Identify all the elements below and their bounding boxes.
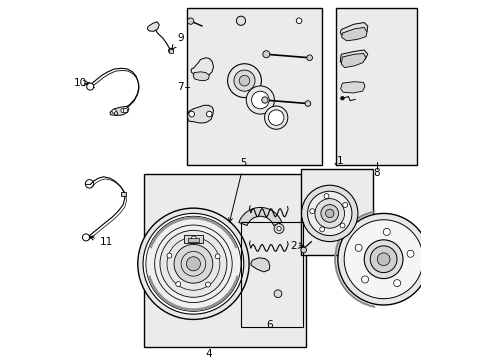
Circle shape: [296, 18, 301, 23]
Text: 8: 8: [372, 168, 379, 178]
Bar: [188, 238, 198, 242]
Circle shape: [340, 96, 344, 100]
Circle shape: [191, 236, 196, 241]
Circle shape: [306, 55, 312, 60]
Circle shape: [309, 209, 314, 213]
Circle shape: [342, 203, 347, 207]
Bar: [144, 174, 305, 347]
Circle shape: [361, 276, 368, 283]
Circle shape: [325, 209, 333, 218]
Text: 10: 10: [74, 78, 87, 88]
Circle shape: [319, 227, 324, 232]
Circle shape: [188, 111, 194, 117]
Circle shape: [187, 18, 193, 24]
Circle shape: [86, 83, 94, 90]
Circle shape: [160, 230, 226, 297]
Text: 11: 11: [89, 236, 113, 247]
Bar: [335, 8, 416, 165]
Circle shape: [251, 91, 268, 109]
Circle shape: [114, 112, 118, 115]
Polygon shape: [341, 27, 366, 41]
Circle shape: [261, 97, 267, 103]
Circle shape: [246, 86, 274, 114]
Circle shape: [236, 16, 245, 25]
Circle shape: [264, 106, 287, 129]
Circle shape: [393, 280, 400, 287]
Polygon shape: [250, 258, 269, 272]
Circle shape: [339, 223, 345, 228]
Circle shape: [82, 234, 89, 241]
Circle shape: [268, 110, 284, 125]
Text: 3: 3: [0, 359, 1, 360]
Circle shape: [300, 247, 306, 253]
Circle shape: [344, 220, 422, 299]
Circle shape: [239, 75, 249, 86]
Circle shape: [174, 244, 212, 283]
Circle shape: [320, 204, 338, 222]
Circle shape: [145, 216, 241, 311]
Circle shape: [112, 109, 116, 113]
Text: 7: 7: [177, 82, 183, 92]
Bar: [300, 169, 372, 255]
Circle shape: [406, 250, 413, 257]
Polygon shape: [340, 82, 364, 93]
Circle shape: [354, 244, 362, 251]
Text: 5: 5: [228, 158, 246, 222]
Circle shape: [166, 253, 172, 258]
Bar: [169, 49, 173, 53]
Polygon shape: [187, 105, 213, 123]
Circle shape: [205, 282, 210, 287]
Circle shape: [305, 101, 310, 106]
Circle shape: [274, 224, 284, 234]
Bar: [120, 192, 126, 196]
Text: 4: 4: [205, 348, 212, 359]
Circle shape: [364, 240, 402, 279]
Circle shape: [233, 70, 255, 91]
Bar: [241, 221, 302, 327]
Polygon shape: [340, 23, 367, 37]
Circle shape: [301, 185, 357, 242]
Polygon shape: [193, 72, 209, 81]
Circle shape: [206, 111, 212, 117]
Circle shape: [143, 213, 244, 314]
Polygon shape: [110, 106, 129, 116]
Text: 6: 6: [265, 320, 272, 330]
Polygon shape: [341, 54, 366, 68]
Circle shape: [168, 48, 173, 53]
Circle shape: [383, 228, 389, 235]
Bar: [183, 235, 203, 243]
Circle shape: [121, 108, 125, 113]
Circle shape: [314, 199, 344, 228]
Text: 9: 9: [172, 33, 183, 49]
Circle shape: [215, 254, 220, 259]
Circle shape: [324, 194, 328, 199]
Circle shape: [377, 253, 389, 266]
Polygon shape: [191, 58, 213, 76]
Text: 1: 1: [336, 156, 343, 166]
Circle shape: [262, 51, 269, 58]
Circle shape: [307, 191, 351, 235]
Polygon shape: [147, 22, 159, 31]
Circle shape: [138, 208, 248, 319]
Circle shape: [175, 282, 181, 287]
Text: 2: 2: [289, 241, 296, 251]
Circle shape: [276, 226, 281, 231]
Circle shape: [337, 213, 428, 305]
Circle shape: [123, 108, 127, 113]
Circle shape: [227, 64, 261, 98]
Bar: [187, 8, 321, 165]
Circle shape: [369, 246, 396, 273]
Polygon shape: [340, 50, 367, 65]
Circle shape: [186, 257, 200, 271]
Wedge shape: [238, 207, 281, 225]
Circle shape: [274, 290, 281, 298]
